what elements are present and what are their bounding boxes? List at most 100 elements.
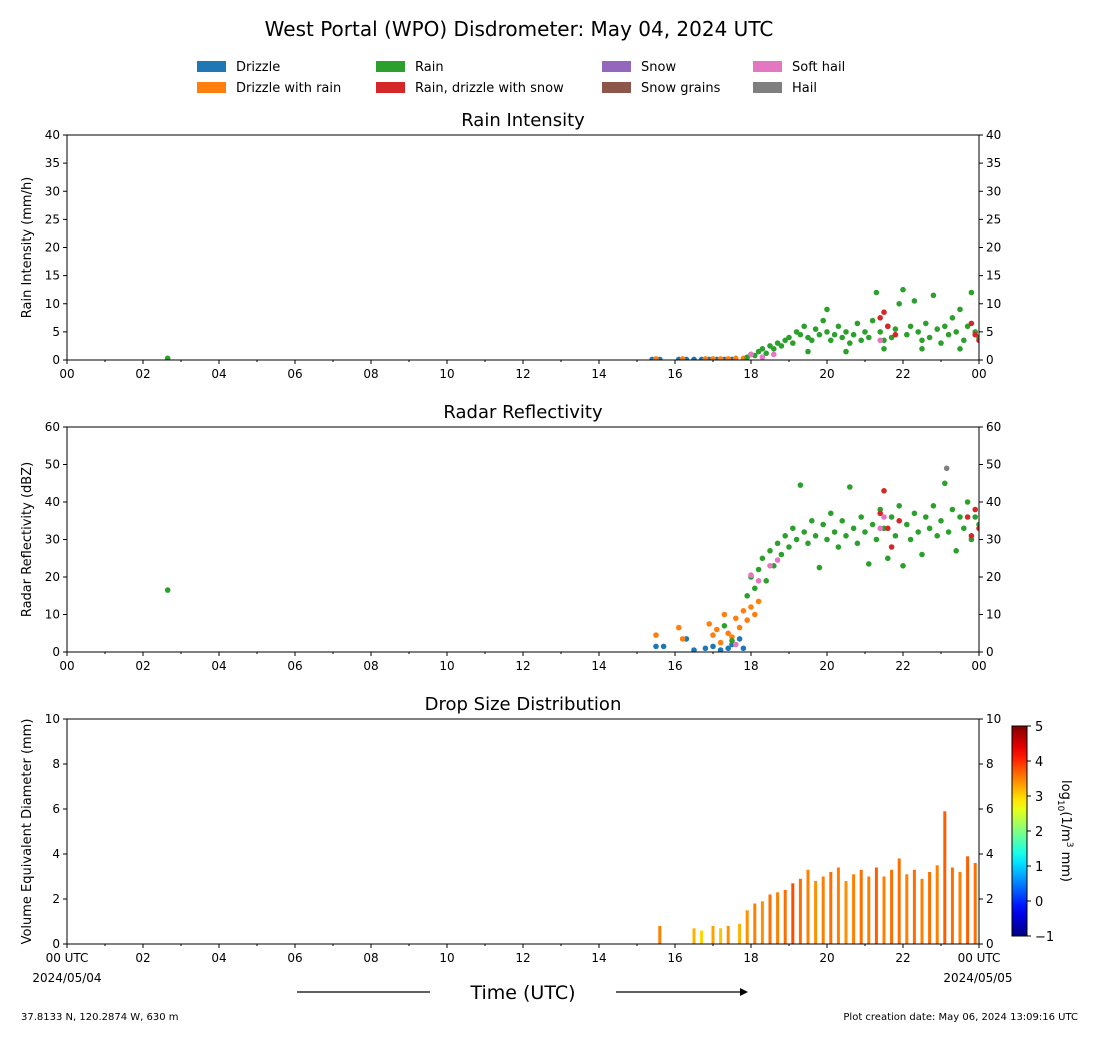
data-point	[824, 536, 830, 543]
data-point	[873, 536, 880, 543]
x-tick-label: 08	[363, 951, 378, 965]
dsd-column	[920, 878, 924, 944]
data-point	[721, 623, 728, 629]
colorbar-tick-label: 4	[1035, 755, 1043, 770]
data-point	[869, 521, 876, 528]
location-label: 37.8133 N, 120.2874 W, 630 m	[21, 1012, 179, 1023]
legend-label: Rain, drizzle with snow	[415, 81, 564, 96]
data-point	[786, 334, 792, 341]
y-tick-label-left: 15	[45, 269, 60, 283]
y-tick-label-right: 50	[986, 458, 1001, 472]
data-point	[976, 337, 979, 344]
dsd-column	[859, 869, 863, 944]
x-axis-label: Time (UTC)	[469, 982, 575, 1004]
data-point	[953, 329, 959, 335]
colorbar-tick-label: −1	[1035, 930, 1054, 945]
x-tick-label: 04	[211, 951, 226, 965]
x-tick-label: 16	[667, 951, 682, 965]
data-point	[759, 346, 766, 352]
x-tick-label: 02	[135, 951, 150, 965]
y-tick-label-left: 50	[45, 458, 60, 472]
legend-label: Soft hail	[792, 60, 845, 75]
colorbar-tick-label: 3	[1035, 790, 1043, 805]
data-point	[725, 356, 731, 360]
data-point	[850, 525, 857, 532]
dsd-column	[836, 867, 840, 944]
dsd-column	[738, 923, 742, 944]
y-tick-label-right: 5	[986, 325, 994, 339]
data-point	[774, 557, 781, 563]
date-end-label: 2024/05/05	[943, 971, 1012, 985]
data-point	[710, 632, 716, 638]
data-point	[847, 484, 853, 490]
data-point	[820, 521, 826, 528]
x-tick-label: 18	[743, 367, 758, 381]
data-point	[164, 355, 171, 360]
dsd-column	[829, 872, 833, 944]
data-point	[816, 331, 823, 338]
data-point	[923, 320, 929, 327]
y-axis-label: Rain Intensity (mm/h)	[20, 177, 35, 319]
data-point	[748, 604, 754, 610]
x-tick-label: 16	[667, 367, 682, 381]
data-point	[847, 340, 853, 346]
y-tick-label-left: 5	[52, 325, 60, 339]
legend-swatch	[376, 82, 405, 93]
data-point	[679, 636, 686, 642]
dsd-column	[958, 872, 962, 944]
data-point	[786, 544, 792, 550]
data-point	[744, 617, 750, 623]
data-point	[843, 533, 849, 539]
data-point	[915, 329, 921, 335]
colorbar-tick-label: 0	[1035, 895, 1043, 910]
dsd-column	[798, 878, 802, 944]
dsd-column	[821, 876, 825, 944]
legend-label: Snow grains	[641, 81, 721, 96]
dsd-column	[711, 926, 715, 944]
data-point	[771, 351, 777, 358]
y-tick-label-right: 10	[986, 712, 1001, 726]
x-tick-label: 18	[743, 659, 758, 673]
data-point	[961, 337, 967, 344]
y-tick-label-left: 6	[52, 802, 60, 816]
x-tick-label: 12	[515, 367, 530, 381]
data-point	[828, 510, 834, 517]
data-point	[721, 611, 728, 618]
y-tick-label-left: 4	[52, 847, 60, 861]
data-point	[926, 334, 933, 341]
y-tick-label-left: 10	[45, 608, 60, 622]
data-point	[778, 343, 785, 349]
x-tick-label: 06	[287, 659, 302, 673]
y-tick-label-left: 10	[45, 712, 60, 726]
data-point	[805, 540, 811, 547]
data-point	[691, 647, 697, 652]
data-point	[862, 329, 868, 335]
data-point	[907, 536, 914, 543]
plot-area	[658, 811, 977, 944]
creation-date-label: Plot creation date: May 06, 2024 13:09:1…	[843, 1012, 1078, 1023]
data-point	[854, 540, 861, 547]
data-point	[729, 638, 735, 644]
dsd-column	[935, 865, 939, 944]
data-point	[763, 578, 769, 584]
x-tick-label: 22	[895, 951, 910, 965]
x-tick-label: 06	[287, 951, 302, 965]
dsd-column	[760, 901, 764, 944]
x-tick-label: 12	[515, 659, 530, 673]
dsd-column	[753, 903, 757, 944]
legend-label: Snow	[641, 60, 676, 75]
data-point	[881, 346, 887, 352]
y-axis-label: Radar Reflectivity (dBZ)	[20, 462, 35, 617]
data-point	[888, 544, 895, 550]
x-tick-label: 06	[287, 367, 302, 381]
x-tick-label: 20	[819, 367, 834, 381]
legend-swatch	[197, 82, 226, 93]
y-tick-label-right: 8	[986, 757, 994, 771]
data-point	[740, 645, 747, 652]
y-tick-label-right: 30	[986, 533, 1001, 547]
data-point	[801, 323, 807, 330]
data-point	[843, 329, 849, 335]
x-tick-label: 02	[135, 659, 150, 673]
y-tick-label-left: 20	[45, 241, 60, 255]
